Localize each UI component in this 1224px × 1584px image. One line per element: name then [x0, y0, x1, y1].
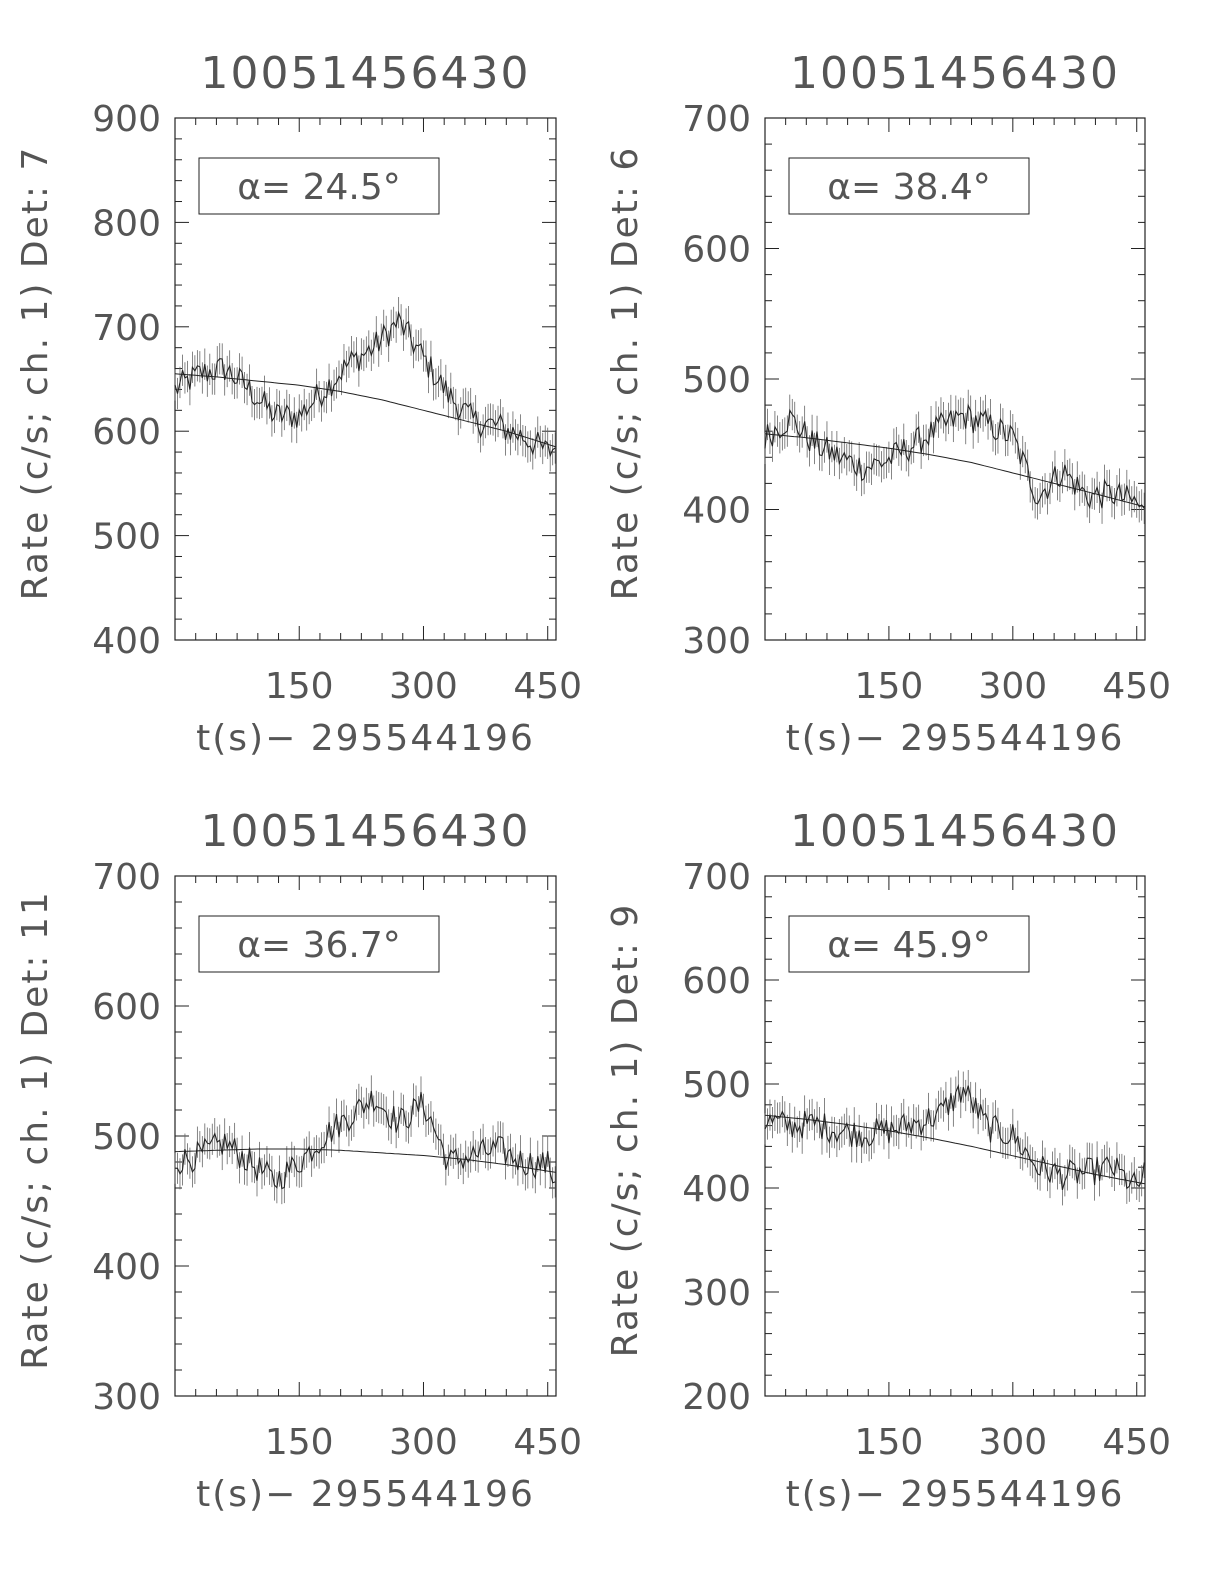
annotation-box: [198, 157, 440, 215]
annotation-box: [788, 157, 1030, 215]
chart-panel-2: 10051456430 Rate (c/s; ch. 1) Det: 6 t(s)−…: [605, 48, 1171, 759]
y-tick-label: 300: [682, 621, 751, 662]
light-curve-line: [764, 403, 1145, 510]
light-curve-line: [174, 310, 556, 458]
background-fit-line: [174, 373, 557, 448]
background-fit-line: [174, 1148, 557, 1173]
y-axis-label: Rate (c/s; ch. 1) Det: 9: [605, 903, 646, 1358]
x-tick-label: 450: [1102, 1422, 1171, 1463]
x-tick-label: 300: [978, 1422, 1047, 1463]
y-tick-label: 900: [92, 99, 161, 140]
x-tick-label: 300: [978, 666, 1047, 707]
y-tick-label: 500: [682, 360, 751, 401]
chart-panel-4: 10051456430 Rate (c/s; ch. 1) Det: 9 t(s)−…: [605, 806, 1171, 1515]
y-tick-label: 400: [682, 491, 751, 532]
annotation-box: [788, 915, 1030, 973]
x-axis-label: t(s)− 295544196: [786, 718, 1125, 759]
alpha-annotation: α= 36.7°: [237, 925, 401, 966]
x-tick-label: 150: [855, 1422, 924, 1463]
x-tick-label: 150: [855, 666, 924, 707]
y-tick-label: 300: [682, 1273, 751, 1314]
y-tick-label: 400: [682, 1169, 751, 1210]
chart-title: 10051456430: [201, 48, 531, 99]
background-fit-line: [764, 433, 1146, 508]
light-curve-line: [174, 1090, 556, 1190]
x-tick-label: 450: [513, 666, 582, 707]
x-axis-label: t(s)− 295544196: [786, 1474, 1125, 1515]
y-axis-label: Rate (c/s; ch. 1) Det: 7: [15, 146, 56, 601]
chart-panel-3: 10051456430 Rate (c/s; ch. 1) Det: 11 t(s)…: [15, 806, 582, 1515]
x-tick-label: 450: [513, 1422, 582, 1463]
y-axis-label: Rate (c/s; ch. 1) Det: 6: [605, 146, 646, 601]
error-bars: [174, 1075, 556, 1205]
x-axis-label: t(s)− 295544196: [196, 718, 535, 759]
chart-title: 10051456430: [201, 806, 531, 857]
alpha-annotation: α= 38.4°: [827, 167, 991, 208]
y-axis-label: Rate (c/s; ch. 1) Det: 11: [15, 890, 56, 1370]
x-tick-label: 300: [389, 666, 458, 707]
y-tick-label: 400: [92, 621, 161, 662]
y-tick-label: 500: [92, 1117, 161, 1158]
x-tick-label: 150: [265, 1422, 334, 1463]
light-curve-line: [764, 1083, 1145, 1190]
y-tick-label: 600: [682, 230, 751, 271]
y-tick-label: 200: [682, 1377, 751, 1418]
x-tick-label: 150: [265, 666, 334, 707]
y-tick-label: 500: [92, 517, 161, 558]
alpha-annotation: α= 45.9°: [827, 925, 991, 966]
chart-title: 10051456430: [790, 806, 1120, 857]
background-fit-line: [764, 1114, 1146, 1185]
y-tick-label: 600: [92, 412, 161, 453]
y-tick-label: 600: [92, 987, 161, 1028]
error-bars: [764, 389, 1145, 525]
x-axis-label: t(s)− 295544196: [196, 1474, 535, 1515]
y-tick-label: 700: [92, 857, 161, 898]
chart-title: 10051456430: [790, 48, 1120, 99]
error-bars: [174, 297, 556, 472]
x-tick-label: 300: [389, 1422, 458, 1463]
y-tick-label: 800: [92, 203, 161, 244]
y-tick-label: 600: [682, 961, 751, 1002]
y-tick-label: 700: [92, 308, 161, 349]
y-tick-label: 300: [92, 1377, 161, 1418]
annotation-box: [198, 915, 440, 973]
alpha-annotation: α= 24.5°: [237, 167, 401, 208]
y-tick-label: 700: [682, 857, 751, 898]
y-tick-label: 500: [682, 1065, 751, 1106]
y-tick-label: 400: [92, 1247, 161, 1288]
y-tick-label: 700: [682, 99, 751, 140]
chart-panel-1: 10051456430 Rate (c/s; ch. 1) Det: 7 t(s)−…: [15, 48, 582, 759]
x-tick-label: 450: [1102, 666, 1171, 707]
